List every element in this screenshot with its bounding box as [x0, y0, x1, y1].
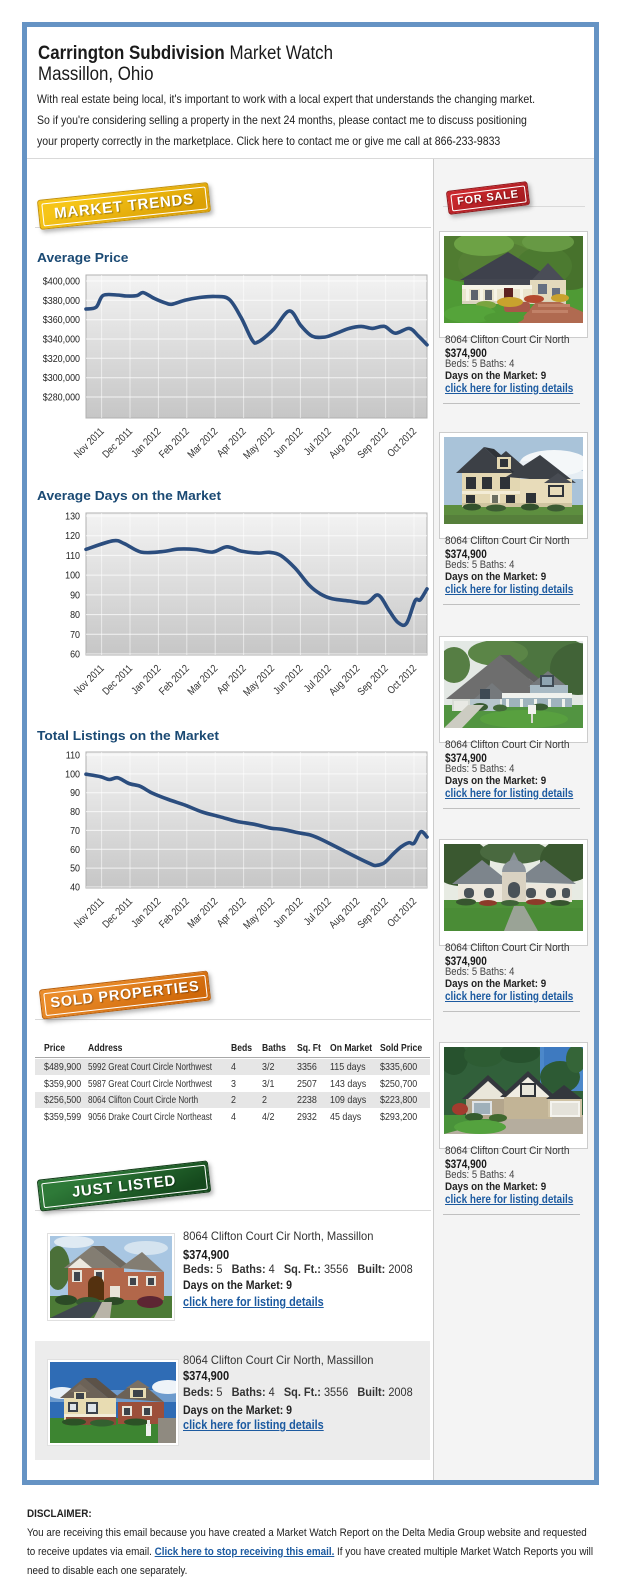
svg-text:Sep 2012: Sep 2012 — [356, 426, 391, 460]
svg-text:Nov 2011: Nov 2011 — [72, 663, 107, 698]
svg-text:Oct 2012: Oct 2012 — [385, 426, 419, 460]
svg-text:40: 40 — [70, 882, 80, 894]
svg-text:70: 70 — [70, 825, 80, 837]
svg-text:Aug 2012: Aug 2012 — [327, 896, 362, 931]
svg-text:110: 110 — [66, 550, 81, 562]
svg-text:50: 50 — [70, 863, 80, 875]
svg-text:$340,000: $340,000 — [43, 334, 81, 346]
svg-text:$320,000: $320,000 — [43, 353, 81, 365]
svg-text:90: 90 — [70, 590, 80, 602]
svg-text:May 2012: May 2012 — [241, 663, 277, 699]
svg-text:$380,000: $380,000 — [43, 295, 81, 307]
svg-text:Jun 2012: Jun 2012 — [271, 426, 305, 460]
svg-text:100: 100 — [65, 769, 80, 781]
svg-text:$300,000: $300,000 — [43, 373, 81, 385]
svg-text:Jun 2012: Jun 2012 — [271, 663, 305, 697]
svg-text:70: 70 — [70, 629, 80, 641]
svg-text:Dec 2011: Dec 2011 — [100, 426, 135, 460]
svg-text:Jun 2012: Jun 2012 — [271, 896, 305, 930]
svg-text:$280,000: $280,000 — [43, 392, 81, 404]
svg-text:Aug 2012: Aug 2012 — [327, 663, 362, 698]
svg-text:60: 60 — [70, 649, 80, 661]
svg-text:Oct 2012: Oct 2012 — [385, 896, 419, 930]
svg-text:Dec 2011: Dec 2011 — [100, 896, 135, 931]
svg-text:Nov 2011: Nov 2011 — [72, 896, 107, 931]
svg-text:Oct 2012: Oct 2012 — [385, 663, 419, 697]
svg-text:130: 130 — [65, 511, 80, 523]
svg-text:Sep 2012: Sep 2012 — [356, 663, 391, 698]
svg-text:110: 110 — [66, 750, 81, 762]
svg-text:Dec 2011: Dec 2011 — [100, 663, 135, 698]
svg-text:May 2012: May 2012 — [241, 896, 277, 932]
svg-text:80: 80 — [70, 609, 80, 621]
svg-text:$400,000: $400,000 — [43, 276, 81, 288]
svg-text:Feb 2012: Feb 2012 — [157, 896, 192, 931]
svg-text:Feb 2012: Feb 2012 — [157, 663, 192, 698]
svg-text:Mar 2012: Mar 2012 — [185, 426, 220, 460]
svg-text:90: 90 — [70, 788, 80, 800]
svg-text:May 2012: May 2012 — [241, 426, 277, 460]
svg-text:$360,000: $360,000 — [43, 315, 81, 327]
svg-text:60: 60 — [70, 844, 80, 856]
svg-text:120: 120 — [65, 531, 80, 543]
svg-text:Mar 2012: Mar 2012 — [185, 896, 220, 931]
svg-text:Mar 2012: Mar 2012 — [185, 663, 220, 698]
svg-text:Sep 2012: Sep 2012 — [356, 896, 391, 931]
svg-text:100: 100 — [65, 570, 80, 582]
svg-text:80: 80 — [70, 806, 80, 818]
